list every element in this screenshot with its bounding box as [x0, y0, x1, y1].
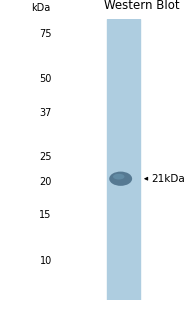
Text: 21kDa: 21kDa [151, 174, 185, 184]
Text: Western Blot: Western Blot [105, 0, 180, 11]
Ellipse shape [113, 174, 124, 180]
Text: kDa: kDa [31, 3, 51, 13]
Polygon shape [107, 19, 140, 300]
Ellipse shape [109, 171, 132, 186]
